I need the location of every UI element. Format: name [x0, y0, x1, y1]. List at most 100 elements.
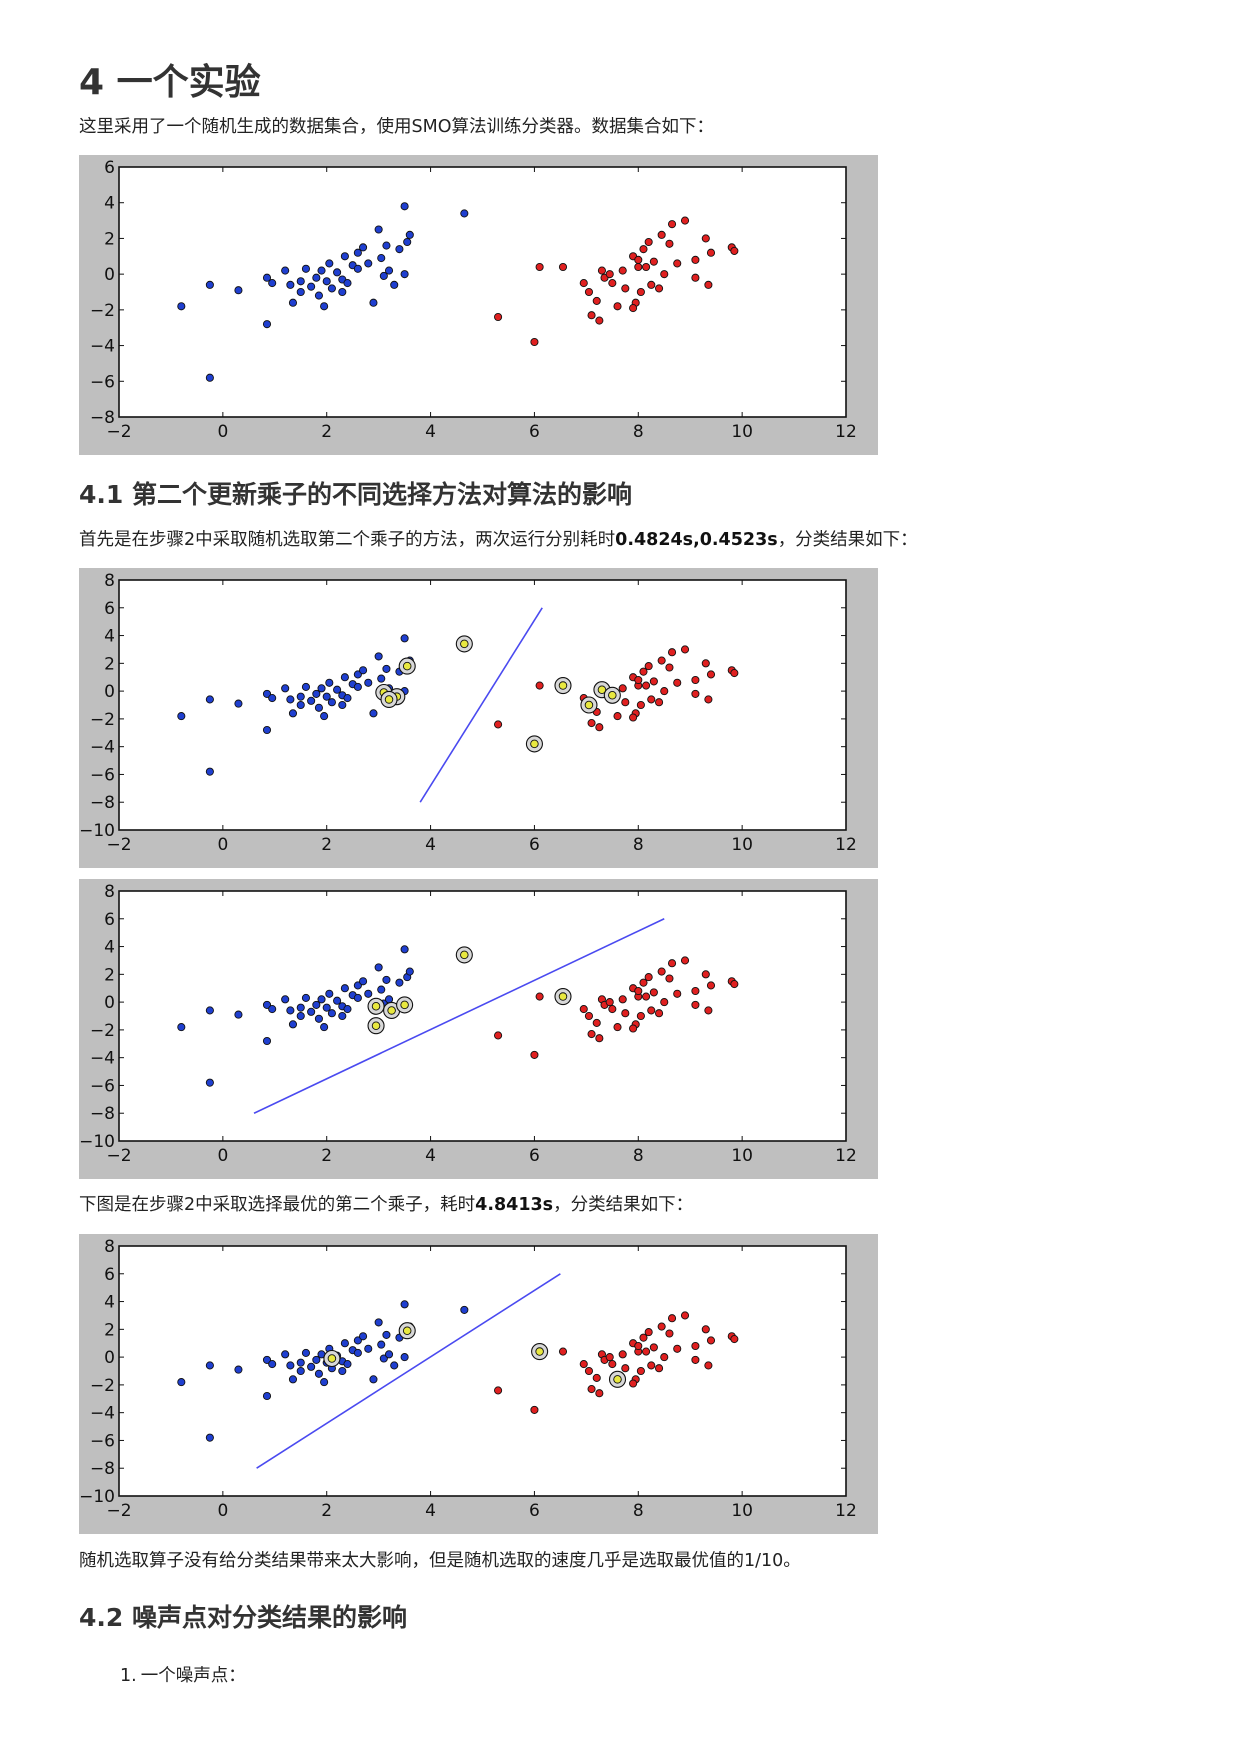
data-point-negative — [262, 1036, 272, 1046]
data-point-positive — [592, 296, 601, 305]
data-point-positive — [608, 279, 617, 288]
data-point-positive — [704, 695, 713, 704]
data-point-positive — [584, 287, 594, 297]
data-point-negative — [343, 279, 352, 288]
y-tick-label: 8 — [104, 882, 115, 902]
y-tick-label: −2 — [90, 1376, 115, 1396]
data-point-positive — [665, 1329, 674, 1338]
data-point-negative — [234, 1010, 243, 1019]
y-tick-label: 2 — [104, 965, 115, 985]
data-point-positive — [592, 1373, 601, 1382]
data-point-positive — [691, 689, 700, 698]
data-point-negative — [262, 1355, 272, 1364]
data-point-negative — [364, 678, 373, 687]
data-point-negative — [301, 993, 310, 1002]
data-point-negative — [205, 1433, 214, 1442]
data-point-positive — [608, 1360, 617, 1369]
data-point-negative — [301, 264, 310, 273]
data-point-negative — [405, 967, 414, 976]
data-point-negative — [307, 1362, 316, 1371]
data-point-positive — [649, 1343, 658, 1352]
data-point-negative — [296, 700, 305, 710]
data-point-positive — [644, 1328, 653, 1337]
data-point-positive — [639, 978, 648, 987]
x-tick-label: 4 — [425, 422, 436, 442]
data-point-positive — [655, 284, 664, 293]
data-point-negative — [374, 652, 383, 661]
data-point-negative — [325, 678, 334, 687]
data-point-positive — [530, 337, 539, 347]
data-point-positive — [730, 246, 739, 255]
data-point-positive — [667, 220, 677, 229]
data-point-negative — [382, 664, 391, 673]
data-point-negative — [333, 996, 342, 1005]
data-point-positive — [621, 1364, 630, 1373]
y-tick-label: −6 — [90, 1431, 115, 1451]
support-vector-point — [558, 992, 568, 1001]
x-tick-label: 12 — [835, 835, 857, 855]
x-tick-label: 6 — [529, 1146, 540, 1166]
support-vector-point — [384, 695, 394, 704]
y-tick-label: −6 — [90, 765, 115, 785]
data-point-negative — [281, 684, 290, 693]
data-point-negative — [262, 320, 272, 329]
time-random: 0.4824s,0.4523s — [615, 530, 778, 550]
data-point-positive — [530, 1405, 539, 1414]
x-tick-label: 10 — [731, 1146, 753, 1166]
data-point-positive — [605, 998, 614, 1007]
data-point-negative — [205, 1006, 214, 1015]
data-point-negative — [340, 1339, 349, 1348]
data-point-negative — [338, 287, 347, 297]
data-point-negative — [369, 709, 378, 718]
data-point-positive — [691, 1341, 700, 1351]
data-point-positive — [634, 262, 643, 272]
data-point-negative — [312, 1000, 321, 1009]
x-tick-label: 12 — [835, 1501, 857, 1521]
data-point-negative — [382, 1330, 391, 1339]
data-point-negative — [314, 1014, 323, 1023]
x-tick-label: 8 — [633, 1501, 644, 1521]
y-tick-label: −6 — [90, 1076, 115, 1096]
data-point-positive — [494, 720, 503, 729]
x-tick-label: 2 — [321, 1146, 332, 1166]
data-point-negative — [296, 1011, 305, 1021]
data-point-positive — [673, 678, 682, 687]
data-point-negative — [307, 1007, 316, 1016]
data-point-negative — [384, 266, 394, 275]
data-point-negative — [281, 266, 290, 275]
y-tick-label: −2 — [90, 301, 115, 321]
data-point-positive — [636, 1011, 645, 1021]
support-vector-point — [371, 1021, 381, 1030]
data-point-negative — [340, 673, 349, 682]
section-4-intro: 这里采用了一个随机生成的数据集合，使用SMO算法训练分类器。数据集合如下： — [79, 117, 714, 137]
data-point-positive — [636, 700, 645, 710]
section-4-1-heading: 4.1 第二个更新乘子的不同选择方法对算法的影响 — [79, 480, 632, 509]
data-point-positive — [691, 255, 700, 264]
data-point-negative — [262, 273, 272, 282]
x-tick-label: −2 — [106, 1146, 131, 1166]
data-point-positive — [660, 687, 669, 696]
data-point-negative — [369, 298, 378, 307]
data-point-negative — [322, 1003, 331, 1012]
data-point-negative — [320, 1023, 329, 1032]
data-point-positive — [621, 698, 630, 707]
data-point-positive — [608, 1005, 617, 1014]
support-vector-point — [371, 1002, 381, 1011]
data-point-negative — [374, 225, 383, 234]
x-tick-label: 2 — [321, 835, 332, 855]
figure-optimal: −2 0 2 4 6 8 10 12 8 6 4 2 0 −2 −4 −6 −8 −10 — [79, 1234, 878, 1534]
data-point-negative — [296, 277, 305, 286]
data-point-negative — [205, 695, 214, 704]
data-point-positive — [667, 648, 677, 657]
y-tick-label: −2 — [90, 1021, 115, 1041]
data-point-positive — [634, 986, 643, 996]
data-point-positive — [629, 1024, 638, 1033]
data-point-negative — [400, 1300, 409, 1309]
data-point-negative — [384, 995, 394, 1004]
data-point-positive — [680, 956, 690, 965]
data-point-negative — [286, 1006, 295, 1015]
data-point-positive — [660, 998, 669, 1007]
data-point-negative — [400, 945, 409, 954]
data-point-positive — [665, 974, 674, 983]
